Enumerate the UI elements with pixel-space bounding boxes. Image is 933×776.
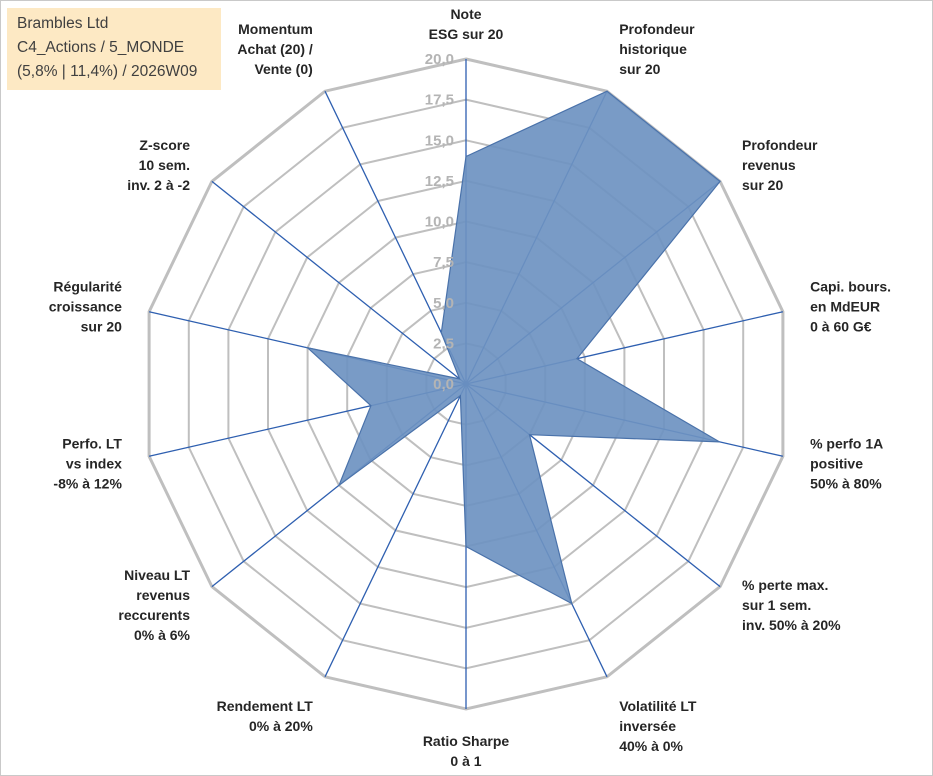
axis-label-line: reccurents [118, 607, 190, 623]
axis-label-9: Rendement LT 0% à 20% [217, 698, 314, 734]
axis-label-line: Volatilité LT [619, 698, 697, 714]
axis-label-line: 0 à 60 G€ [810, 319, 872, 335]
axis-label-12: Régularité croissance sur 20 [49, 279, 122, 335]
axis-label-4: Capi. bours. en MdEUR 0 à 60 G€ [810, 279, 891, 335]
axis-label-line: % perfo 1A [810, 436, 883, 452]
axis-label-7: Volatilité LT inversée 40% à 0% [619, 698, 697, 754]
axis-label-line: -8% à 12% [53, 476, 122, 492]
axis-label-line: Vente (0) [254, 61, 312, 77]
axis-label-line: sur 20 [81, 319, 122, 335]
tick-label: 7,5 [433, 254, 454, 271]
axis-label-line: 10 sem. [139, 157, 190, 173]
axis-label-line: 0% à 6% [134, 627, 191, 643]
axis-label-line: Rendement LT [217, 698, 314, 714]
category-label: C4_Actions / 5_MONDE [17, 39, 185, 56]
tick-label: 17,5 [425, 92, 454, 109]
axis-label-line: en MdEUR [810, 299, 880, 315]
axis-label-6: % perte max. sur 1 sem. inv. 50% à 20% [742, 577, 841, 633]
tick-label: 0,0 [433, 376, 454, 393]
tick-label: 2,5 [433, 335, 454, 352]
axis-label-line: % perte max. [742, 577, 828, 593]
axis-label-line: revenus [742, 157, 796, 173]
axis-label-line: Momentum [238, 21, 313, 37]
axis-label-10: Niveau LT revenus reccurents 0% à 6% [118, 567, 190, 643]
axis-label-line: Capi. bours. [810, 279, 891, 295]
axis-label-line: ESG sur 20 [429, 26, 504, 42]
axis-label-line: vs index [66, 456, 122, 472]
axis-label-1: Note ESG sur 20 [429, 6, 504, 42]
axis-label-line: inv. 50% à 20% [742, 617, 841, 633]
axis-label-line: Niveau LT [124, 567, 190, 583]
axis-spoke-13 [211, 180, 467, 385]
axis-label-line: historique [619, 41, 687, 57]
axis-label-13: Z-score 10 sem. inv. 2 à -2 [127, 137, 190, 193]
axis-label-line: 0 à 1 [450, 753, 481, 769]
axis-label-line: sur 20 [742, 177, 783, 193]
axis-label-line: Ratio Sharpe [423, 733, 510, 749]
axis-label-14: Momentum Achat (20) / Vente (0) [237, 21, 313, 77]
info-box: Brambles Ltd C4_Actions / 5_MONDE (5,8% … [7, 8, 221, 90]
axis-label-line: 40% à 0% [619, 738, 683, 754]
axis-label-line: inv. 2 à -2 [127, 177, 190, 193]
axis-label-line: Profondeur [742, 137, 818, 153]
axis-spoke-9 [324, 383, 467, 678]
radar-series [305, 90, 721, 605]
axis-labels: Note ESG sur 20 Profondeur historique sur 20… [49, 6, 891, 769]
axis-label-line: Note [450, 6, 481, 22]
tick-label: 15,0 [425, 132, 454, 149]
tick-label: 20,0 [425, 51, 454, 68]
axis-label-2: Profondeur historique sur 20 [619, 21, 695, 77]
tick-label: 5,0 [433, 295, 454, 312]
axis-label-line: inversée [619, 718, 676, 734]
axis-label-line: 0% à 20% [249, 718, 313, 734]
axis-label-11: Perfo. LT vs index -8% à 12% [53, 436, 122, 492]
series-area-1 [305, 90, 721, 605]
period-label: (5,8% | 11,4%) / 2026W09 [17, 63, 198, 80]
axis-label-line: sur 20 [619, 61, 660, 77]
axis-label-line: Z-score [139, 137, 190, 153]
axis-label-line: Régularité [53, 279, 122, 295]
axis-label-line: Perfo. LT [62, 436, 122, 452]
axis-label-line: sur 1 sem. [742, 597, 811, 613]
axis-label-8: Ratio Sharpe 0 à 1 [423, 733, 510, 769]
axis-label-line: Profondeur [619, 21, 695, 37]
tick-label: 12,5 [425, 173, 454, 190]
company-name: Brambles Ltd [17, 15, 109, 32]
axis-label-line: revenus [136, 587, 190, 603]
radial-tick-labels: 0,0 2,5 5,0 7,5 10,0 12,5 15,0 17,5 20,0 [425, 51, 454, 393]
axis-label-line: 50% à 80% [810, 476, 882, 492]
axis-label-5: % perfo 1A positive 50% à 80% [810, 436, 883, 492]
axis-label-3: Profondeur revenus sur 20 [742, 137, 818, 193]
axis-label-line: Achat (20) / [237, 41, 313, 57]
axis-label-line: positive [810, 456, 863, 472]
axis-label-line: croissance [49, 299, 122, 315]
tick-label: 10,0 [425, 214, 454, 231]
